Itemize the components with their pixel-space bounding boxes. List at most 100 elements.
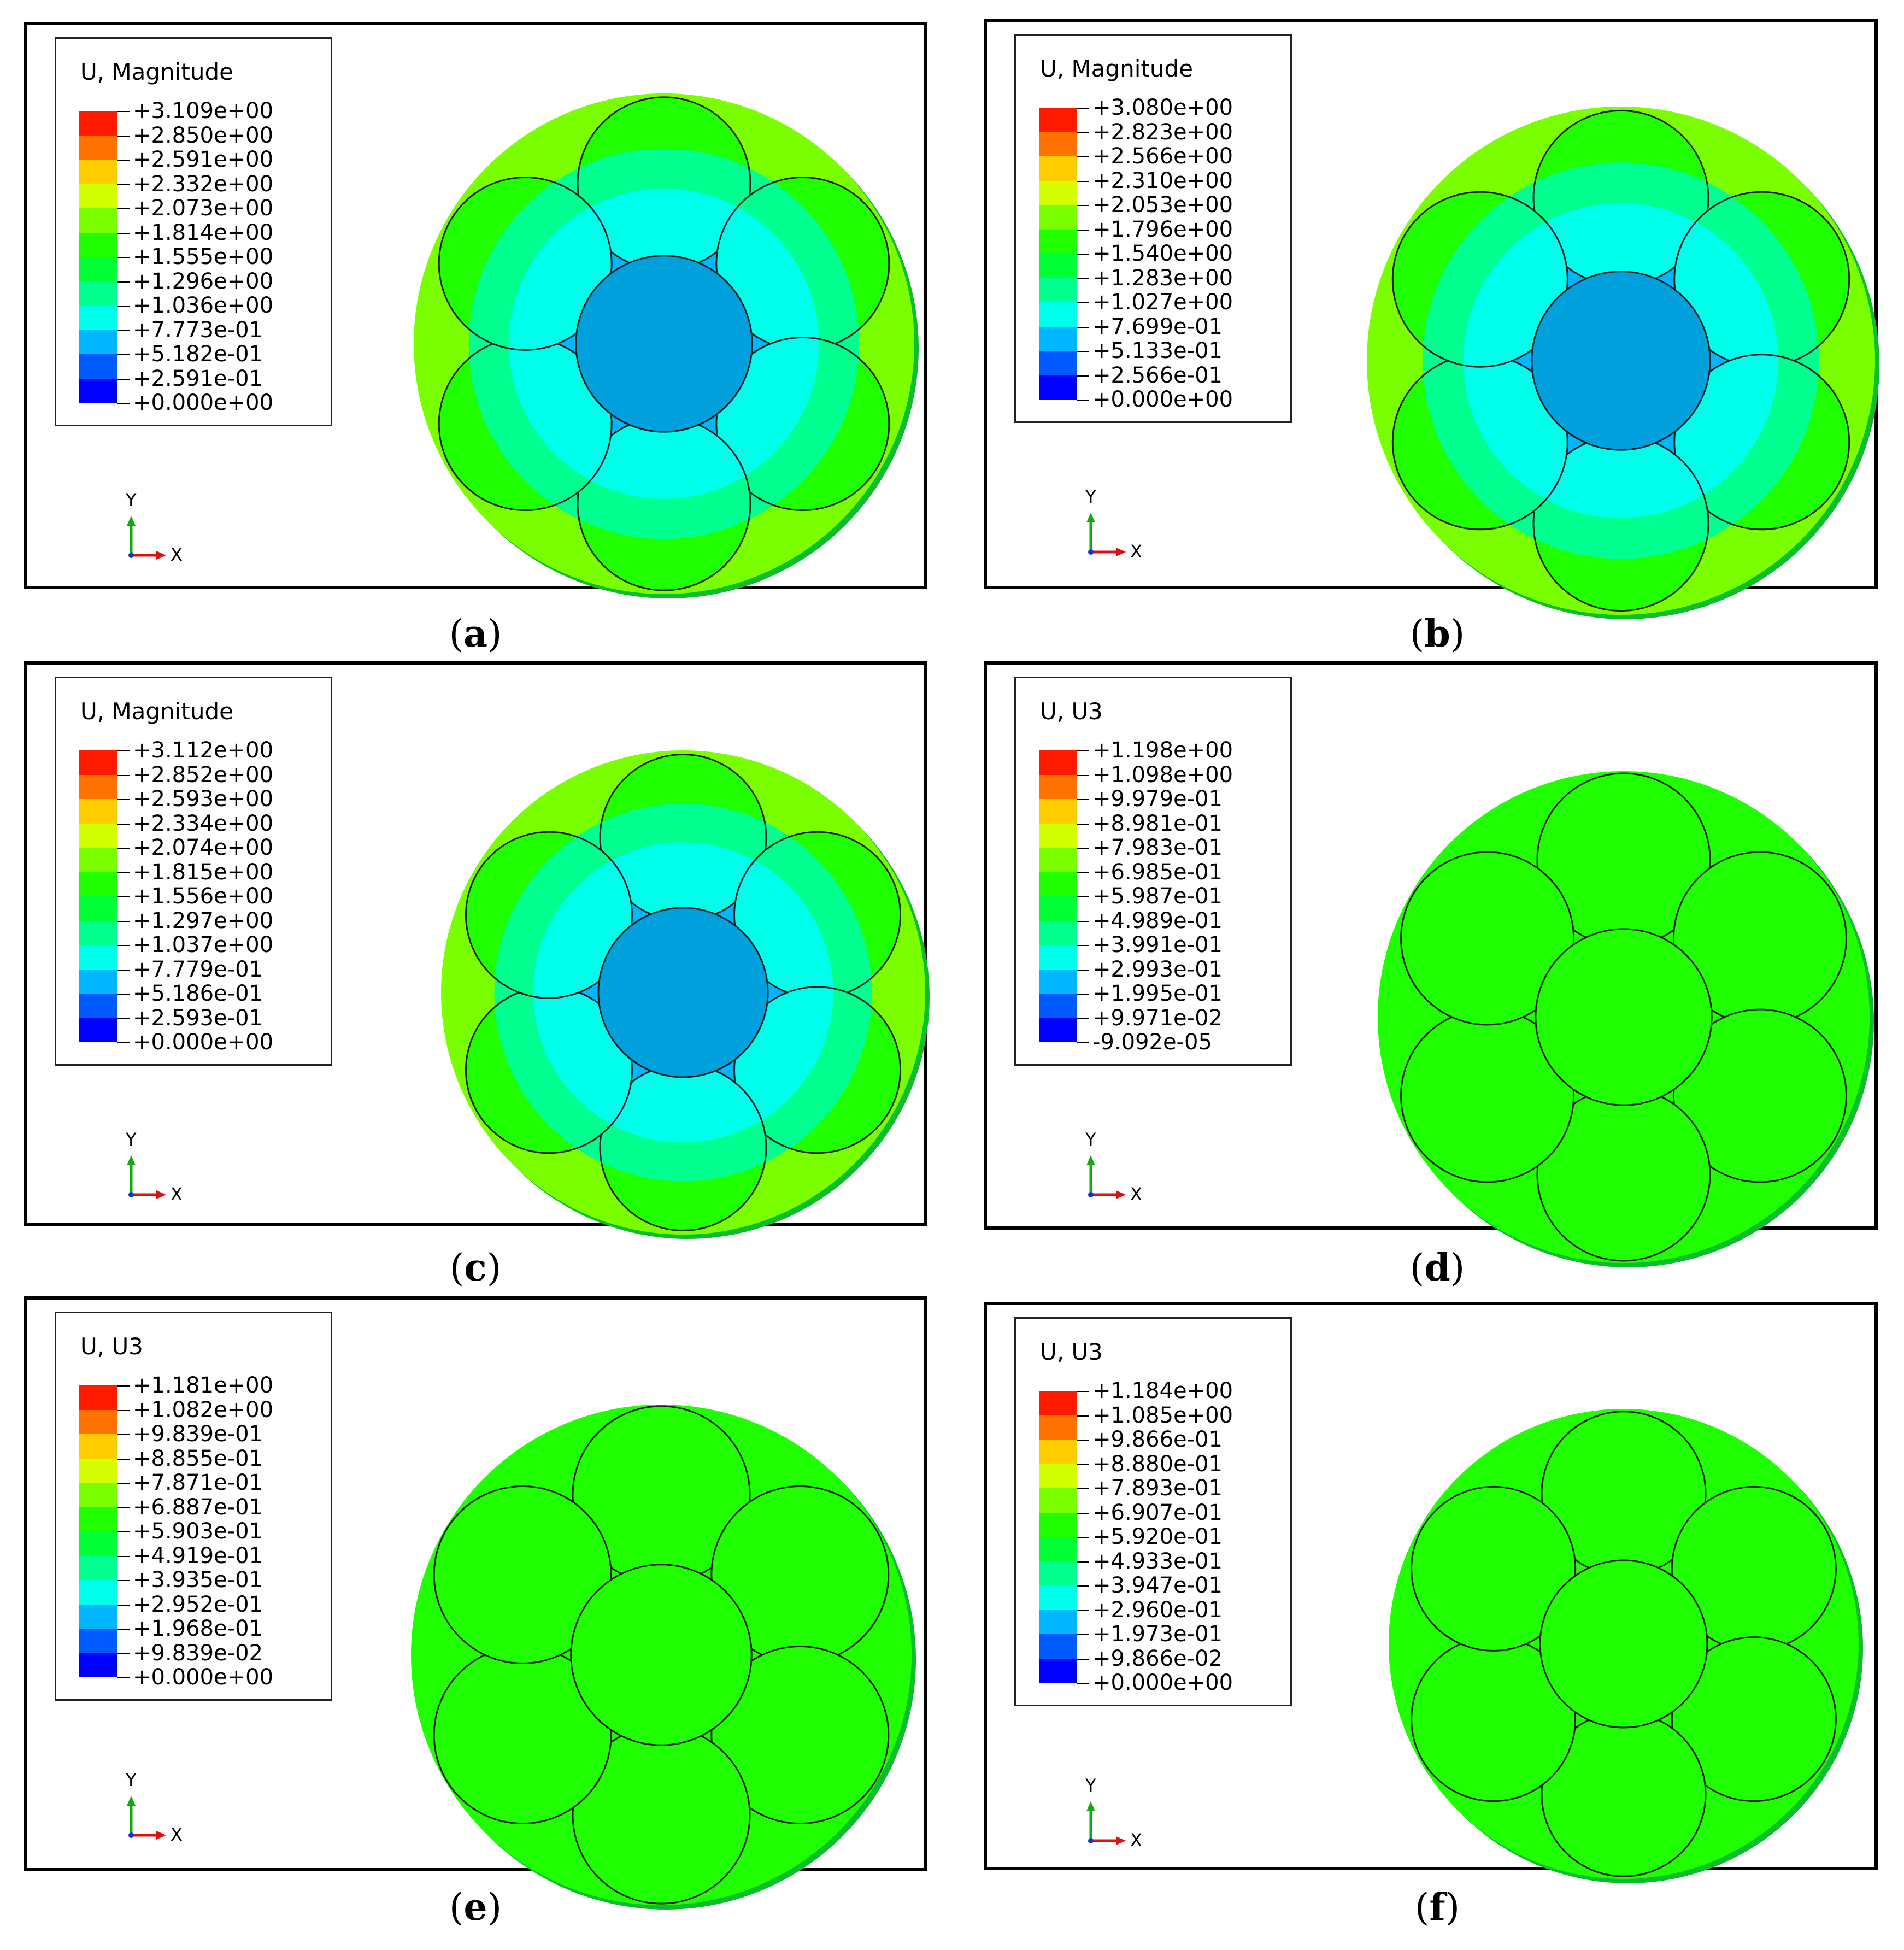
legend-swatch [79,872,117,896]
legend-tick [1077,1610,1089,1611]
legend-value: +1.184e+00 [1092,1378,1233,1403]
legend-value: +1.815e+00 [133,859,274,885]
legend-value: +7.773e-01 [133,317,263,343]
legend-swatch [79,1604,117,1629]
legend-swatch [1039,920,1077,945]
legend-swatch [79,945,117,970]
legend-tick [117,160,130,161]
legend-tick [1077,774,1089,776]
y-axis-label: Y [126,1770,137,1790]
legend-swatch [79,330,117,354]
legend-tick [117,1434,130,1435]
legend-value: +2.053e+00 [1092,192,1233,218]
legend-swatch [79,1385,117,1410]
legend-value: +7.983e-01 [1092,835,1223,860]
legend-tick [1077,302,1089,303]
legend-swatch [79,1555,117,1580]
panel-f: U, U3 +1.184e+00 +1.085e+00 +9.866e-01 +8.88… [984,1302,1878,1883]
panel-caption-letter: d [1424,1246,1450,1290]
legend: U, U3 +1.181e+00 +1.082e+00 +9.839e-01 +8.85… [55,1312,332,1701]
legend-value: +9.839e-02 [133,1640,263,1666]
legend-value: +2.310e+00 [1092,168,1233,193]
legend-swatch [79,135,117,160]
legend-value: +2.332e+00 [133,171,274,197]
z-axis-marker [1088,549,1094,555]
legend-value: +5.133e-01 [1092,338,1223,363]
legend-tick [117,1483,130,1484]
legend-swatch [79,184,117,208]
x-axis-label: X [171,1824,183,1845]
legend-value: +2.566e-01 [1092,362,1223,388]
legend-value: +7.893e-01 [1092,1476,1223,1501]
legend-tick [1077,132,1089,133]
outer-wire [733,986,902,1154]
legend-tick [1077,1018,1089,1019]
legend-value: +3.991e-01 [1092,932,1223,958]
legend-swatch [79,257,117,281]
legend-swatch [79,750,117,775]
legend-value: +1.027e+00 [1092,290,1233,315]
legend-value: +1.036e+00 [133,293,274,318]
legend-swatch [1039,1610,1077,1634]
legend-value: +5.987e-01 [1092,884,1223,909]
legend-value: +2.593e-01 [133,1005,263,1031]
legend-tick [117,1555,130,1557]
legend-tick [1077,1561,1089,1563]
legend-swatch [79,306,117,330]
legend-value: +7.699e-01 [1092,314,1223,339]
legend-tick [1077,254,1089,255]
outer-wire [1400,851,1575,1026]
legend-swatch [79,1483,117,1507]
legend-value: +9.866e-02 [1092,1646,1223,1671]
legend-tick [1077,1537,1089,1538]
legend-tick [117,848,130,849]
x-axis-label: X [1130,1184,1142,1205]
legend-tick [117,1458,130,1460]
legend-tick [1077,920,1089,922]
legend-swatch [1039,156,1077,181]
legend-tick [1077,1683,1089,1684]
legend-value: +5.903e-01 [133,1519,263,1544]
strand-cross-section [441,750,930,1239]
legend-tick [117,1507,130,1508]
legend-tick [117,1604,130,1606]
legend-swatch [1039,1585,1077,1610]
legend-swatch [1039,351,1077,375]
legend-swatch [1039,1537,1077,1561]
legend-title: U, Magnitude [1040,55,1193,82]
legend-tick [117,1409,130,1411]
legend-value: +7.871e-01 [133,1470,263,1495]
legend-swatch [1039,375,1077,400]
panel-caption-letter: a [463,612,488,656]
legend-tick [1077,108,1089,109]
outer-wire [1391,354,1568,531]
legend-swatch [79,823,117,848]
legend-value: +2.591e-01 [133,366,263,391]
legend-swatch [1039,326,1077,351]
legend-value: +8.880e-01 [1092,1451,1223,1477]
outer-wire [1673,191,1850,368]
legend-tick [117,1629,130,1630]
legend-value: +2.960e-01 [1092,1597,1223,1623]
legend-tick [1077,156,1089,157]
legend-tick [1077,375,1089,377]
z-axis-marker [1088,1838,1094,1843]
legend-value: +2.993e-01 [1092,956,1223,982]
legend-value: +4.933e-01 [1092,1548,1223,1574]
legend-tick [117,799,130,800]
legend-value: +1.297e+00 [133,908,274,933]
legend-value: +5.920e-01 [1092,1524,1223,1549]
strand-cross-section [414,93,919,598]
legend-tick [117,774,130,776]
panel-caption-letter: c [464,1246,487,1290]
legend-tick [117,896,130,897]
legend-tick [1077,945,1089,946]
legend-tick [1077,969,1089,971]
legend-tick [1077,799,1089,800]
core-wire [1535,928,1713,1106]
legend-tick [1077,205,1089,206]
legend-value: +2.591e+00 [133,147,274,172]
